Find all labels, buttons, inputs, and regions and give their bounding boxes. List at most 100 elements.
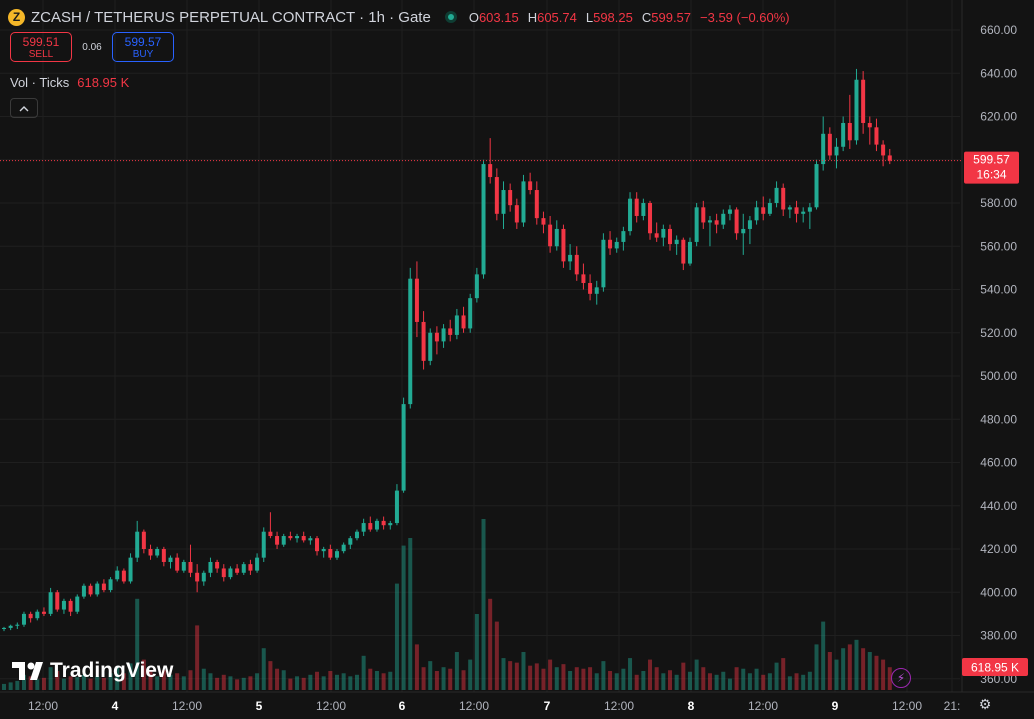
candle-body [714,220,719,225]
candle [388,520,393,530]
symbol-title[interactable]: ZCASH / TETHERUS PERPETUAL CONTRACT · 1h… [31,8,431,26]
candle-body [301,536,306,541]
candle [155,546,160,558]
volume-bar [261,648,266,690]
volume-bar [68,676,73,690]
volume-bar [434,671,439,690]
candle-body [861,79,866,123]
time-tick-label: 8 [688,699,695,713]
candle-body [827,133,832,156]
buy-button[interactable]: 599.57 BUY [112,32,174,62]
volume-bar [461,670,466,690]
candle-body [255,557,260,571]
volume-bar [774,662,779,690]
candle-body [801,211,806,214]
volume-bar [614,673,619,690]
candle-body [528,181,533,191]
candle-body [648,203,653,234]
price-tick-label: 560.00 [980,239,1017,253]
volume-bar [235,679,240,690]
time-tick-label: 6 [399,699,406,713]
candle-body [494,177,499,214]
candle-body [295,536,300,539]
candle [115,566,120,582]
candle [301,531,306,543]
candle-body [235,568,240,573]
candle [341,542,346,554]
candle-body [614,241,619,249]
volume-bar [861,648,866,690]
candle [474,267,479,303]
volume-bar [794,673,799,690]
tradingview-logo[interactable]: TradingView [12,659,173,683]
candle [854,68,859,145]
candle [228,566,233,580]
candle-body [694,207,699,242]
candle-body [81,585,86,597]
lightning-button[interactable]: ⚡ [891,668,911,688]
volume-bar [874,655,879,690]
candle [235,564,240,575]
candle-body [668,228,672,245]
candle [628,192,633,236]
sell-button[interactable]: 599.51 SELL [10,32,72,62]
volume-bar [821,621,826,690]
volume-bar [721,671,726,690]
volume-axis-value: 618.95 K [971,661,1019,675]
settings-button[interactable]: ⚙ [977,696,993,712]
candle [81,583,86,599]
volume-bar [747,673,752,690]
candle-body [315,538,320,552]
volume-bar [548,659,553,690]
candle-body [141,531,146,549]
candle-body [241,564,246,573]
volume-bar [41,677,46,690]
volume-bar [714,674,719,690]
candle [261,527,266,562]
open-value: 603.15 [478,9,519,25]
candle-body [61,600,66,610]
candle [794,200,799,223]
volume-bar [468,659,473,690]
collapse-button[interactable] [10,98,38,118]
volume-bar [781,658,786,690]
candle [321,546,326,558]
candle-body [501,190,506,214]
volume-bar [588,667,593,690]
candle-body [594,287,599,294]
candle [514,198,519,229]
candle [361,518,366,537]
candle [168,555,173,569]
price-tick-label: 380.00 [980,629,1017,643]
candle [488,138,493,184]
volume-legend[interactable]: Vol · Ticks 618.95 K [10,75,129,90]
volume-bar [887,667,892,690]
candle [28,611,33,623]
volume-bar [674,674,679,690]
volume-bar [414,644,419,690]
candle-body [568,254,573,262]
volume-value: 618.95 K [77,75,130,90]
candle [674,235,679,255]
volume-bar [428,661,433,690]
candle-body [441,328,446,342]
candle [161,546,166,567]
candle [601,233,606,292]
volume-bar [648,659,653,690]
volume-bar [554,667,559,690]
buy-price: 599.57 [124,34,162,49]
candle-body [228,568,233,578]
volume-bar [95,676,100,690]
time-tick-label: 5 [256,699,263,713]
volume-bar [654,667,659,690]
candle-body [101,583,106,591]
candle-body [488,164,493,178]
candle-body [601,239,606,288]
candle [441,324,446,348]
candle-body [887,155,892,161]
market-open-icon[interactable] [444,11,457,23]
candle [668,224,672,251]
volume-bar [368,668,373,690]
candle-body [35,611,40,619]
